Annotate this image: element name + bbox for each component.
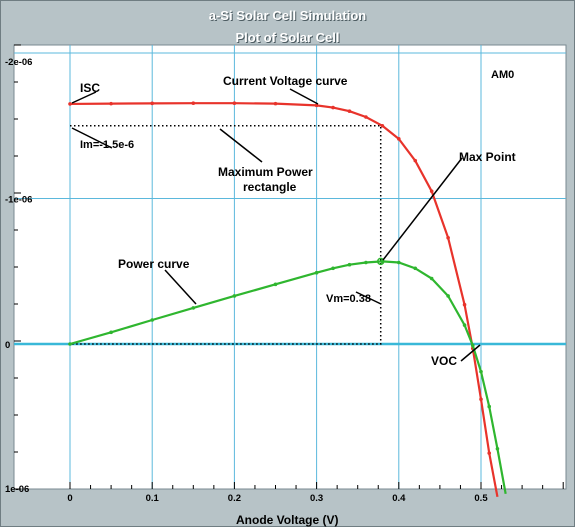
x-tick-label: 0.2 [228, 493, 241, 504]
power-curve-point [429, 276, 434, 281]
power-curve-point [479, 369, 483, 374]
power-curve-point [273, 282, 278, 287]
y-tick-label: 0 [5, 340, 10, 351]
am0-label: AM0 [491, 69, 514, 81]
voc-label: VOC [431, 354, 457, 368]
x-tick-label: 0.1 [146, 493, 160, 504]
current-voltage-curve-point [331, 105, 335, 110]
power-curve-point [150, 318, 154, 322]
current-voltage-label: Current Voltage curve [223, 74, 348, 88]
power-curve-label: Power curve [118, 257, 190, 271]
annotation-arrow [219, 128, 263, 163]
max-power-label-line1: Maximum Power [218, 165, 313, 179]
current-voltage-curve-point [446, 235, 450, 240]
current-voltage-curve-point [68, 102, 72, 106]
power-curve-point [191, 306, 196, 310]
power-curve-point [413, 266, 418, 271]
power-curve-point [109, 330, 113, 335]
power-curve-point [314, 270, 319, 275]
current-voltage-curve-point [487, 451, 492, 455]
current-voltage-curve-point [347, 109, 352, 113]
vm-label: Vm=0.38 [326, 293, 371, 305]
x-tick-label: 0.3 [310, 493, 323, 504]
annotation-arrow [164, 269, 197, 305]
plot-area [13, 44, 567, 490]
annotation-arrow [460, 344, 481, 362]
power-curve-point [397, 260, 401, 265]
current-voltage-curve-point [397, 137, 401, 141]
x-axis-label: Anode Voltage (V) [236, 513, 338, 527]
max-power-rectangle-outline [70, 125, 382, 345]
title-block: a-Si Solar Cell Simulation Plot of Solar… [1, 5, 574, 49]
annotation-arrow [355, 291, 382, 305]
current-voltage-curve-point [232, 101, 237, 105]
annotation-arrow [71, 127, 113, 149]
power-curve-point [232, 294, 237, 298]
tick-marks [14, 44, 564, 490]
annotation-arrow [289, 88, 319, 105]
power-curve-point [462, 323, 467, 327]
annotation-arrow [382, 157, 463, 261]
annotation-layer: ISC Current Voltage curve AM0 Im=-1.5e-6… [71, 69, 516, 527]
max-power-rectangle [70, 125, 382, 345]
current-voltage-curve-point [479, 397, 483, 402]
grid-lines [14, 45, 566, 489]
isc-label: ISC [80, 81, 100, 95]
x-tick-label: 0 [67, 493, 72, 504]
series-layer [68, 101, 507, 497]
y-tick-label: -2e-06 [5, 57, 32, 68]
current-voltage-curve-point [150, 101, 154, 106]
current-voltage-curve-point [273, 101, 278, 106]
current-voltage-curve-point [413, 158, 418, 163]
x-tick-label: 0.5 [474, 493, 488, 504]
current-voltage-curve-point [462, 302, 467, 307]
current-voltage-curve-point [364, 115, 368, 119]
power-curve-point [470, 343, 475, 348]
power-curve-point [347, 262, 352, 267]
max-power-label-line2: rectangle [243, 180, 297, 194]
x-tick-label: 0.4 [392, 493, 406, 504]
chart-title: a-Si Solar Cell Simulation [208, 8, 367, 23]
power-curve-point [68, 342, 72, 346]
annotation-arrow [71, 91, 97, 104]
max-point-label: Max Point [459, 150, 516, 164]
power-curve-point [364, 260, 368, 265]
current-voltage-curve-point [109, 101, 113, 106]
y-tick-label: -1e-06 [5, 195, 32, 206]
chart-subtitle: Plot of Solar Cell [235, 30, 340, 45]
current-voltage-curve-point [191, 101, 196, 105]
power-curve-point [495, 446, 500, 451]
max-point-marker [376, 257, 385, 266]
power-curve-point [331, 266, 335, 271]
y-tick-label: 1e-06 [5, 484, 29, 495]
tick-labels: 0 0.1 0.2 0.3 0.4 0.5 -2e-06 -1e-06 0 1e-06 [5, 57, 488, 504]
current-voltage-curve-point [429, 189, 434, 194]
power-curve-point [487, 404, 492, 409]
current-voltage-curve-point [380, 123, 385, 128]
power-curve-point [446, 294, 450, 298]
